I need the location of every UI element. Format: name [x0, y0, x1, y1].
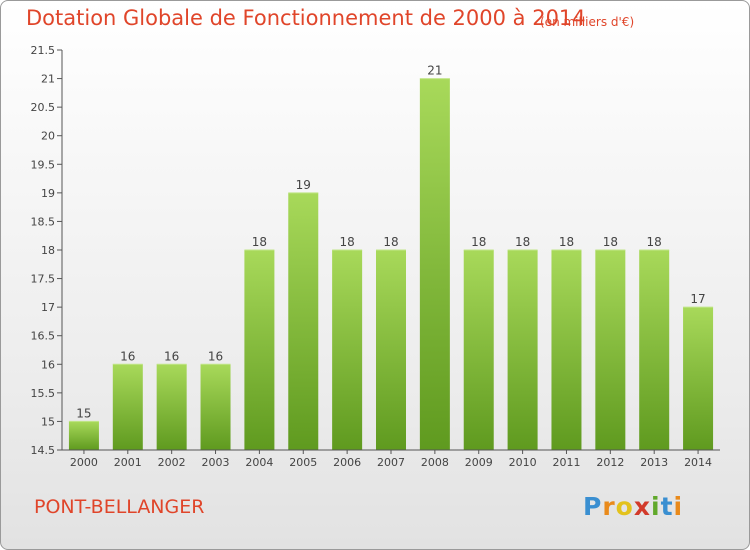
commune-name: PONT-BELLANGER: [34, 496, 205, 518]
bar-value-label: 16: [208, 349, 223, 363]
bar-value-label: 18: [647, 235, 662, 249]
x-tick-label: 2009: [465, 456, 493, 469]
bar: [288, 192, 319, 450]
bar: [156, 364, 187, 450]
x-tick-label: 2000: [70, 456, 98, 469]
bar: [463, 250, 494, 450]
bar: [68, 421, 99, 450]
y-tick-label: 16: [41, 358, 55, 371]
logo-letter: i: [673, 492, 684, 521]
bar: [419, 78, 450, 451]
bar: [332, 250, 363, 450]
bar-value-label: 18: [471, 235, 486, 249]
x-tick-label: 2005: [289, 456, 317, 469]
bar-value-label: 15: [76, 406, 91, 420]
bar: [244, 250, 275, 450]
bar-value-label: 18: [515, 235, 530, 249]
bar-value-label: 16: [120, 349, 135, 363]
x-tick-label: 2008: [421, 456, 449, 469]
bar: [507, 250, 538, 450]
x-tick-label: 2007: [377, 456, 405, 469]
x-tick-label: 2014: [684, 456, 712, 469]
logo-letter: t: [660, 492, 674, 521]
bar-value-label: 18: [252, 235, 267, 249]
y-tick-label: 21: [41, 73, 55, 86]
y-tick-label: 17: [41, 301, 55, 314]
y-tick-label: 20.5: [31, 101, 56, 114]
bar: [683, 307, 714, 450]
x-tick-label: 2003: [202, 456, 230, 469]
bar: [112, 364, 143, 450]
logo-letter: x: [633, 492, 651, 521]
axes-group: 14.5 15 15.5 16 16.5 17 17.5 18 18.5 19 19.5 20 20.5…: [31, 44, 720, 469]
x-tick-label: 2010: [509, 456, 537, 469]
bar-value-label: 18: [339, 235, 354, 249]
x-tick-label: 2013: [640, 456, 668, 469]
logo-letter: P: [583, 492, 603, 521]
y-tick-label: 17.5: [31, 273, 56, 286]
bar: [595, 250, 626, 450]
x-tick-label: 2004: [245, 456, 273, 469]
y-tick-label: 16.5: [31, 330, 56, 343]
x-tick-label: 2011: [552, 456, 580, 469]
y-tick-label: 19: [41, 187, 55, 200]
bar: [376, 250, 406, 450]
bar-value-label: 21: [427, 64, 442, 78]
x-tick-label: 2006: [333, 456, 361, 469]
bar: [639, 250, 670, 450]
bar-value-label: 17: [690, 292, 705, 306]
logo-letter: o: [615, 492, 634, 521]
x-tick-label: 2002: [158, 456, 186, 469]
chart-subtitle: (en milliers d'€): [540, 15, 635, 29]
proxiti-logo: Proxiti: [583, 492, 683, 521]
bar-value-label: 18: [603, 235, 618, 249]
y-tick-label: 14.5: [31, 444, 56, 457]
bar-value-label: 16: [164, 349, 179, 363]
bar: [200, 364, 231, 450]
bar-value-label: 19: [296, 178, 311, 192]
y-tick-label: 20: [41, 130, 55, 143]
y-tick-label: 15.5: [31, 387, 56, 400]
y-tick-label: 15: [41, 415, 55, 428]
y-tick-label: 19.5: [31, 158, 56, 171]
y-tick-label: 21.5: [31, 44, 56, 57]
bars-group: 15 16 16 16 18 19 18 18 21 18 18 18 18 18 17: [68, 64, 714, 451]
x-tick-label: 2001: [114, 456, 142, 469]
chart-title: Dotation Globale de Fonctionnement de 20…: [26, 6, 586, 30]
y-tick-label: 18.5: [31, 215, 56, 228]
y-tick-label: 18: [41, 244, 55, 257]
logo-letter: r: [602, 492, 616, 521]
bar-value-label: 18: [383, 235, 398, 249]
x-tick-label: 2012: [596, 456, 624, 469]
logo-letter: i: [651, 492, 661, 521]
bar: [551, 250, 582, 450]
bar-value-label: 18: [559, 235, 574, 249]
